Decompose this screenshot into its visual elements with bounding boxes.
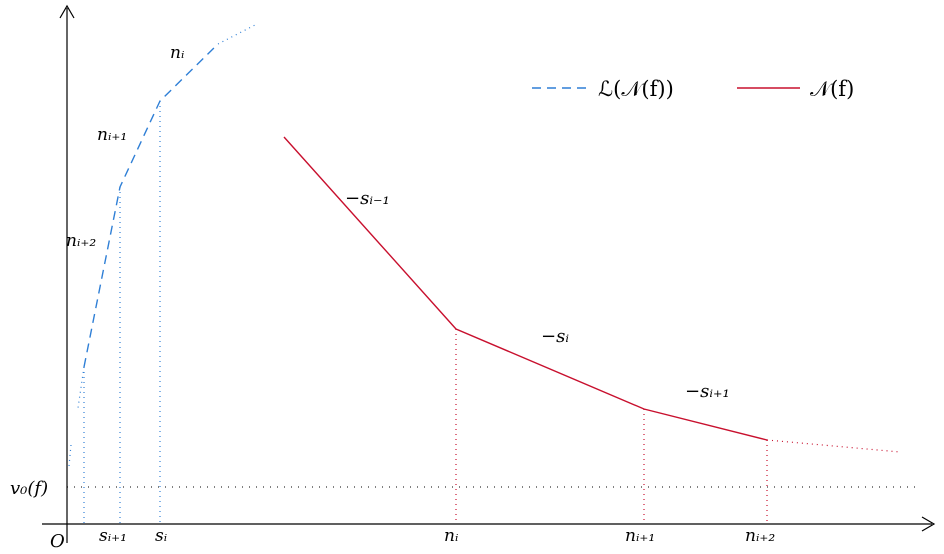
newton-slope-labels: −sᵢ₋₁ −sᵢ −sᵢ₊₁ xyxy=(345,188,730,402)
x-tick-ni1: nᵢ₊₁ xyxy=(625,526,655,546)
x-axis-arrowhead xyxy=(921,516,936,532)
slope-label-im1: −sᵢ₋₁ xyxy=(345,188,390,209)
v0-label: v₀(f) xyxy=(10,478,48,499)
segment-label-ni1: nᵢ₊₁ xyxy=(97,125,127,145)
newton-polygon-continuation xyxy=(766,439,901,453)
legendre-segment-labels: nᵢ nᵢ₊₁ nᵢ₊₂ xyxy=(66,43,184,251)
x-tick-si: sᵢ xyxy=(155,526,167,546)
legendre-continuation-bottom xyxy=(77,366,85,409)
legend: ℒ(𝒩(f)) 𝒩(f) xyxy=(532,77,854,101)
y-axis-arrowhead xyxy=(59,4,75,19)
legendre-continuation-bottom-2 xyxy=(68,444,72,467)
slope-label-i1: −sᵢ₊₁ xyxy=(685,381,730,402)
slope-label-i: −sᵢ xyxy=(541,326,569,347)
origin-label: O xyxy=(50,531,65,552)
legendre-continuation-top xyxy=(217,24,256,45)
x-tick-si1: sᵢ₊₁ xyxy=(99,526,127,546)
segment-label-ni: nᵢ xyxy=(170,43,184,63)
legendre-curve xyxy=(68,24,256,524)
newton-polygon xyxy=(283,136,901,524)
segment-label-ni2: nᵢ₊₂ xyxy=(66,231,96,251)
legendre-curve-line xyxy=(83,43,219,368)
axes xyxy=(42,4,936,543)
x-tick-ni: nᵢ xyxy=(444,526,458,546)
newton-polygon-line xyxy=(283,136,768,441)
legend-newton-label: 𝒩(f) xyxy=(810,77,854,101)
x-tick-ni2: nᵢ₊₂ xyxy=(745,526,775,546)
legend-legendre-label: ℒ(𝒩(f)) xyxy=(598,77,674,101)
axis-labels: O v₀(f) sᵢ₊₁ sᵢ nᵢ nᵢ₊₁ nᵢ₊₂ xyxy=(10,478,775,552)
